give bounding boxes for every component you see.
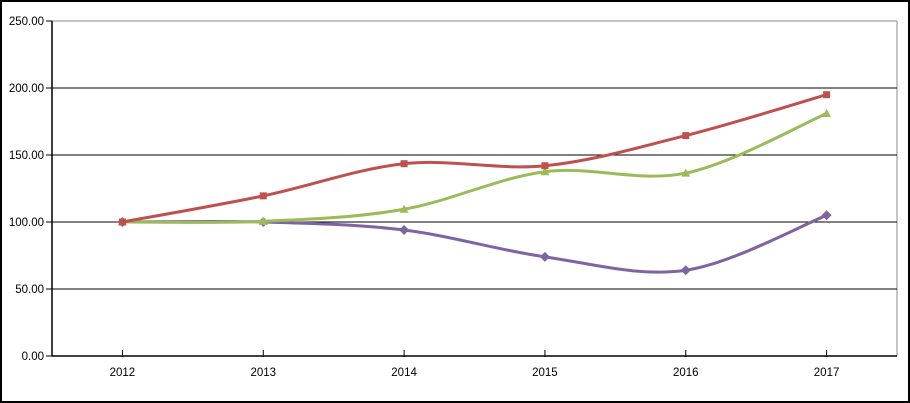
y-axis-label: 0.00 <box>22 351 44 363</box>
x-axis-label: 2014 <box>391 367 417 379</box>
x-axis-label: 2012 <box>110 367 136 379</box>
red-square-series-marker <box>823 91 831 99</box>
y-axis-label: 250.00 <box>9 16 44 28</box>
x-axis-label: 2016 <box>673 367 699 379</box>
x-axis-label: 2013 <box>250 367 276 379</box>
red-square-series-marker <box>541 162 549 170</box>
y-axis-label: 150.00 <box>9 150 44 162</box>
purple-diamond-series-marker <box>399 225 410 236</box>
purple-diamond-series-marker <box>680 265 691 276</box>
green-triangle-series-marker <box>681 168 691 177</box>
green-triangle-series-marker <box>258 216 268 225</box>
red-square-series-marker <box>400 160 408 168</box>
green-triangle-series-marker <box>399 204 409 213</box>
y-axis-label: 100.00 <box>9 217 44 229</box>
purple-diamond-series-marker <box>821 210 832 221</box>
green-triangle-series-marker <box>540 167 550 176</box>
red-square-series-marker <box>259 192 267 200</box>
red-square-series-line <box>120 93 829 224</box>
red-square-series-marker <box>682 132 690 140</box>
y-axis-label: 200.00 <box>9 83 44 95</box>
purple-diamond-series-line <box>120 213 829 274</box>
x-axis-label: 2015 <box>532 367 558 379</box>
x-axis-label: 2017 <box>814 367 840 379</box>
green-triangle-series-line <box>120 111 829 224</box>
y-axis-label: 50.00 <box>15 284 44 296</box>
purple-diamond-series-marker <box>539 251 550 262</box>
green-triangle-series-marker <box>822 108 832 117</box>
red-square-series-marker <box>118 218 126 226</box>
